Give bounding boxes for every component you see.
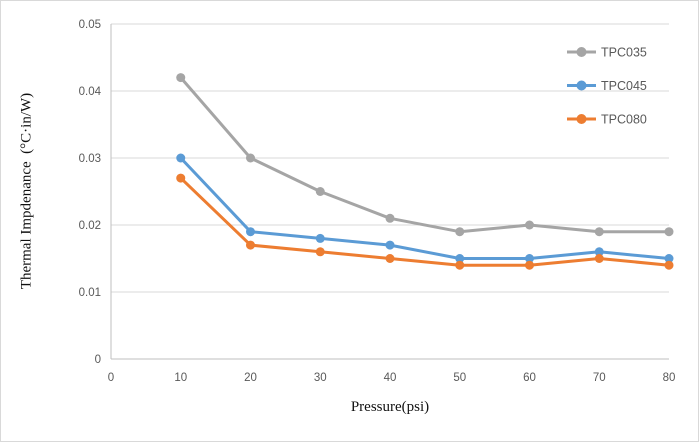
series-line-TPC045 (179, 156, 671, 260)
data-point-TPC080 (385, 254, 395, 263)
legend-label: TPC035 (601, 46, 647, 60)
legend-label: TPC080 (601, 113, 647, 127)
axes (110, 24, 669, 360)
y-tick-label: 0.03 (79, 153, 101, 165)
y-axis-title: Thermal Impdenance (°C·in/W) (18, 92, 35, 290)
legend-dot-marker (576, 47, 587, 57)
legend-item-TPC045: TPC045 (567, 79, 647, 93)
data-point-TPC080 (315, 247, 325, 257)
x-tick-label: 60 (523, 372, 536, 384)
x-tick-label: 0 (108, 372, 114, 384)
x-tick-label: 30 (314, 372, 327, 384)
data-point-TPC035 (455, 227, 465, 237)
x-tick-label: 20 (244, 372, 257, 384)
y-tick-label: 0.04 (79, 86, 102, 98)
data-point-TPC080 (246, 240, 255, 250)
data-point-TPC035 (385, 213, 395, 223)
data-point-TPC080 (594, 254, 604, 263)
tick-labels: 0 0.01 0.02 0.03 0.04 0.05 0 10 20 30 40 50 60 70 80 (79, 19, 676, 384)
data-point-TPC045 (246, 227, 255, 237)
x-tick-label: 50 (453, 372, 466, 384)
data-point-TPC045 (664, 254, 674, 263)
data-point-TPC045 (594, 247, 604, 257)
y-tick-label: 0.05 (79, 19, 101, 31)
data-point-TPC035 (664, 227, 674, 237)
legend-dot-marker (576, 114, 587, 124)
x-tick-label: 40 (384, 372, 397, 384)
data-point-TPC045 (525, 254, 534, 263)
legend-dot-marker (576, 80, 587, 91)
y-tick-label: 0.01 (79, 287, 101, 299)
x-axis-title: Pressure(psi) (350, 399, 430, 415)
y-tick-label: 0 (95, 354, 101, 366)
data-point-TPC045 (176, 153, 186, 163)
data-point-TPC035 (525, 220, 534, 230)
series-line-TPC035 (179, 76, 671, 234)
series-line-TPC080 (179, 176, 671, 267)
data-point-TPC080 (455, 260, 465, 270)
y-tick-label: 0.02 (79, 220, 101, 232)
data-point-TPC080 (525, 260, 534, 270)
series-TPC035 (176, 73, 674, 237)
data-point-TPC045 (455, 254, 465, 263)
data-series (176, 73, 674, 270)
series-TPC045 (176, 153, 674, 263)
data-point-TPC045 (315, 233, 325, 243)
data-point-TPC035 (246, 153, 255, 163)
legend-label: TPC045 (601, 79, 647, 93)
x-tick-label: 80 (663, 372, 676, 384)
data-point-TPC080 (176, 173, 186, 183)
data-point-TPC035 (176, 73, 186, 83)
series-TPC080 (176, 173, 674, 270)
legend-item-TPC035: TPC035 (567, 46, 647, 60)
gridlines (111, 23, 669, 293)
data-point-TPC035 (594, 227, 604, 237)
x-tick-label: 10 (174, 372, 187, 384)
legend-item-TPC080: TPC080 (567, 113, 647, 127)
data-point-TPC045 (385, 240, 395, 250)
x-tick-label: 70 (593, 372, 606, 384)
data-point-TPC035 (315, 187, 325, 196)
legend: TPC035 TPC045 TPC080 (567, 46, 647, 127)
data-point-TPC080 (664, 260, 674, 270)
